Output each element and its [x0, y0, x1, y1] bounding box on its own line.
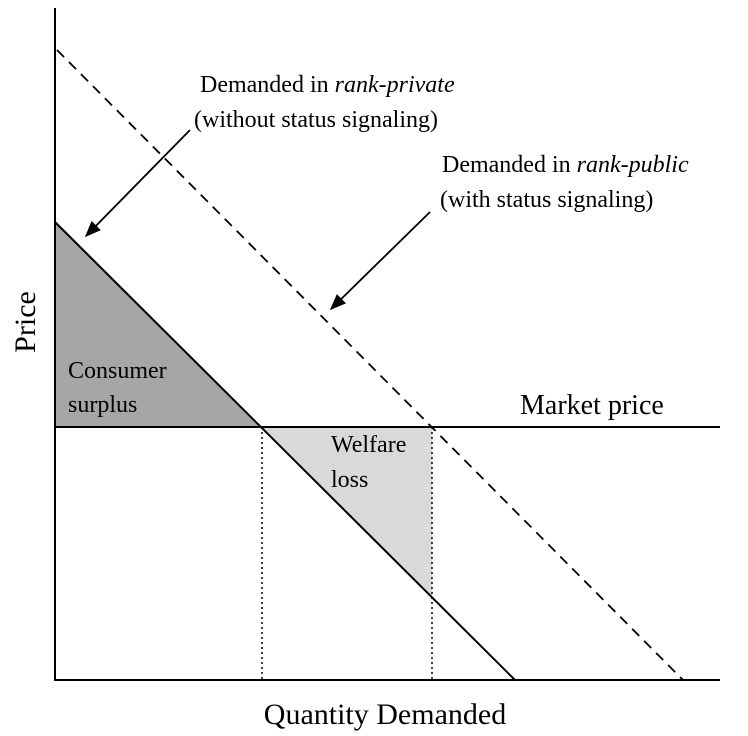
annotation-text: Demanded in — [442, 152, 571, 178]
y-axis-label: Price — [9, 291, 42, 353]
region-label: Consumer — [68, 358, 167, 384]
market-price-label: Market price — [520, 390, 664, 421]
x-axis-label: Quantity Demanded — [264, 698, 506, 731]
annotation-text: Demanded in — [200, 72, 329, 98]
region-label: surplus — [68, 392, 137, 418]
annotation-note: (without status signaling) — [194, 107, 438, 133]
region-label: loss — [331, 467, 368, 493]
region-label: Welfare — [331, 432, 406, 458]
arrow — [329, 211, 431, 311]
arrow — [84, 129, 191, 238]
annotation-emphasis: rank-public — [577, 152, 689, 178]
private-demand-line — [54, 221, 516, 681]
annotation-note: (with status signaling) — [440, 187, 653, 213]
annotation: Demanded in rank-private — [200, 72, 455, 98]
annotation-emphasis: rank-private — [335, 72, 455, 98]
annotation: Demanded in rank-public — [442, 152, 689, 178]
public-demand-line — [56, 49, 684, 681]
